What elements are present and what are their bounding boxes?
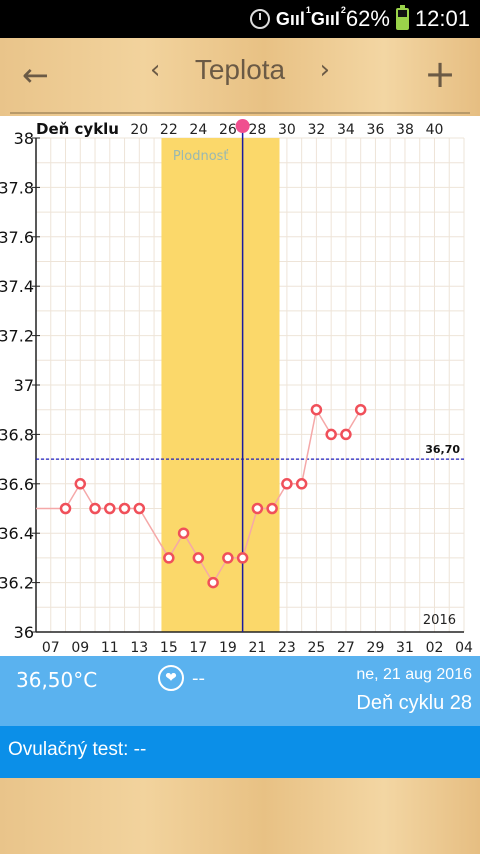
ovulation-test-label: Ovulačný test: -- [8,739,147,760]
temperature-chart[interactable]: Plodnosť 36 36.2 36.4 36.6 36.8 37 37.2 37.4 37.6… [0,116,480,656]
y-tick-label: 36.8 [0,425,34,444]
data-point [177,527,190,539]
y-tick-label: 37.2 [0,327,34,346]
data-point [354,403,367,416]
data-point [104,502,116,515]
coverline-label: 36,70 [425,443,460,456]
top-tick-label: 26 [219,122,237,138]
data-point [281,478,293,490]
plus-icon[interactable]: + [424,52,456,96]
page-title: Teplota [194,54,286,85]
temperature-value: 36,50°C [16,668,98,692]
data-point [192,552,205,564]
battery-icon [395,5,409,30]
y-tick-label: 37.4 [0,277,34,296]
top-tick-label: 36 [367,122,385,138]
clock: 12:01 [414,6,470,31]
heart-icon[interactable]: ❤ [158,665,184,691]
data-point [251,502,264,515]
info-bar: 36,50°C ❤ -- ne, 21 aug 2016 Deň cyklu 2… [0,656,480,726]
x-tick-label: 07 [42,640,60,656]
y-tick-label: 36 [14,623,34,642]
chart-svg[interactable]: Plodnosť 36 36.2 36.4 36.6 36.8 37 37.2 37.4 37.6… [0,116,480,656]
chevron-right-icon[interactable]: › [319,55,330,85]
x-tick-label: 09 [71,640,89,656]
data-point [325,428,337,441]
data-point [74,478,87,490]
y-tick-label: 37.8 [0,178,34,197]
top-tick-label: 28 [248,122,266,138]
heart-value: -- [192,668,205,689]
data-point [236,552,249,564]
y-tick-label: 36.4 [0,524,34,543]
y-tick-label: 36.6 [0,475,34,494]
x-tick-label: 13 [130,640,148,656]
status-bar: Gııl 1 Gııl 2 62% 12:01 [0,0,480,38]
title-switcher: ‹ Teplota › [150,54,330,86]
toolbar: ← ‹ Teplota › + [0,38,480,114]
data-point [59,502,72,515]
x-tick-label: 27 [337,640,355,656]
x-tick-label: 25 [307,640,325,656]
top-tick-label: 30 [278,122,296,138]
data-point [163,552,175,564]
alarm-icon [249,9,270,29]
top-tick-label: 38 [396,122,414,138]
top-tick-label: 32 [307,122,325,138]
toolbar-divider [10,112,470,114]
current-day-marker [235,119,250,133]
x-tick-label: 23 [278,640,296,656]
data-point [310,403,323,416]
signal-sim2-icon: Gııl 2 [310,4,346,29]
x-tick-label: 29 [367,640,385,656]
y-tick-label: 38 [14,129,34,148]
data-point [295,478,308,490]
battery-percent: 62% [345,6,390,31]
x-tick-label: 04 [455,640,473,656]
top-tick-label: 22 [160,122,178,138]
y-tick-label: 37.6 [0,228,34,247]
data-point [207,576,219,589]
x-tick-label: 15 [160,640,178,656]
arrow-left-icon[interactable]: ← [22,56,49,94]
top-tick-label: 34 [337,122,355,138]
fertile-label: Plodnosť [173,149,229,164]
top-tick-label: 24 [189,122,207,138]
cycle-day-label: Deň cyklu 28 [356,692,472,714]
y-tick-label: 37 [14,376,34,395]
chevron-left-icon[interactable]: ‹ [150,55,161,85]
fertile-window [161,138,280,632]
x-tick-label: 21 [248,640,266,656]
x-tick-label: 31 [396,640,414,656]
x-tick-label: 17 [189,640,207,656]
year-label: 2016 [423,613,456,628]
ovulation-test-row[interactable]: Ovulačný test: -- [0,726,480,778]
y-tick-label: 36.2 [0,574,34,593]
x-tick-label: 02 [426,640,444,656]
x-tick-label: 11 [101,640,119,656]
data-point [89,502,101,515]
date-label: ne, 21 aug 2016 [356,666,472,683]
data-point [340,428,352,441]
data-point [118,502,131,515]
top-axis-label: Deň cyklu [36,120,119,138]
signal-sim1-icon: Gııl 1 [275,4,311,29]
data-point [133,502,146,515]
x-tick-label: 19 [219,640,237,656]
data-point [222,552,234,564]
data-point [266,502,278,515]
top-tick-label: 20 [130,122,148,138]
top-tick-label: 40 [426,122,444,138]
